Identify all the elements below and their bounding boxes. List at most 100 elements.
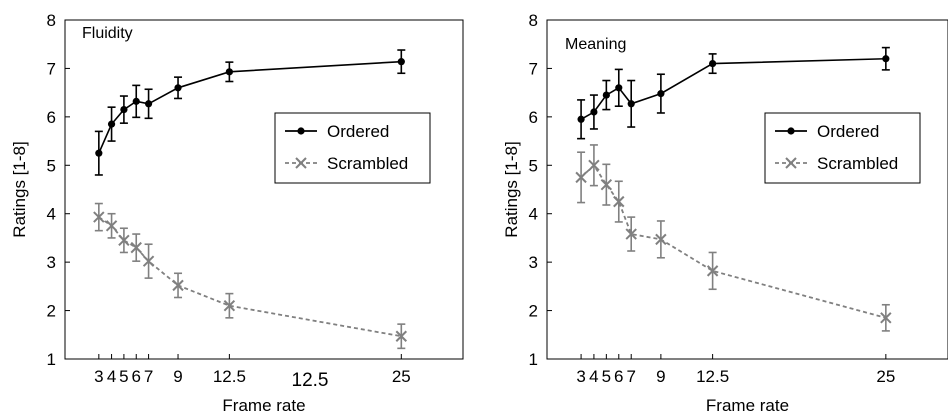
x-marker-stroke <box>395 330 408 342</box>
legend-label: Ordered <box>817 122 879 141</box>
legend-label: Scrambled <box>327 154 408 173</box>
x-tick-label: 5 <box>602 367 611 386</box>
data-point <box>600 178 613 191</box>
x-tick-label: 12.5 <box>696 367 729 386</box>
series-line <box>98 216 402 338</box>
data-point <box>615 84 623 92</box>
legend-marker <box>297 127 305 135</box>
x-marker-stroke <box>142 255 155 267</box>
data-point <box>93 211 105 223</box>
data-point <box>590 108 598 116</box>
x-axis-label: Frame rate <box>706 396 789 415</box>
data-point <box>395 330 408 342</box>
y-tick-label: 3 <box>529 253 538 272</box>
data-point <box>655 233 667 246</box>
legend-marker <box>785 157 797 169</box>
x-marker-stroke <box>600 178 613 191</box>
x-marker-stroke <box>118 234 130 247</box>
x-tick-label: 12.5 <box>213 367 246 386</box>
y-tick-label: 1 <box>529 350 538 369</box>
data-point <box>657 90 665 98</box>
x-tick-label: 7 <box>626 367 635 386</box>
data-point <box>627 100 635 108</box>
y-tick-label: 4 <box>47 205 56 224</box>
legend: Ordered Scrambled <box>764 112 921 184</box>
x-tick-label: 6 <box>132 367 141 386</box>
x-tick-label: 3 <box>576 367 585 386</box>
x-tick-label: 4 <box>589 367 598 386</box>
x-marker-stroke <box>130 241 142 254</box>
data-point <box>172 279 184 292</box>
y-tick-label: 3 <box>47 253 56 272</box>
legend-marker <box>787 127 795 135</box>
x-marker-stroke <box>105 220 118 232</box>
y-tick-label: 2 <box>529 302 538 321</box>
data-point <box>95 149 103 157</box>
data-point <box>174 84 182 92</box>
chart-title: Meaning <box>565 36 626 53</box>
chart-title: Fluidity <box>82 25 133 42</box>
x-marker-stroke <box>706 265 719 277</box>
y-tick-label: 4 <box>529 205 538 224</box>
y-axis-label: Ratings [1-8] <box>10 141 29 237</box>
x-tick-label: 7 <box>144 367 153 386</box>
series-scrambled <box>93 202 408 350</box>
y-tick-label: 6 <box>47 108 56 127</box>
data-point <box>132 97 140 105</box>
plot-frame <box>546 19 948 360</box>
x-extra-label: 12.5 <box>292 370 329 391</box>
legend-entry-scrambled: Scrambled <box>775 154 898 173</box>
data-point <box>706 265 719 277</box>
data-point <box>107 120 116 128</box>
x-tick-label: 6 <box>614 367 623 386</box>
legend: Ordered Scrambled <box>274 112 431 184</box>
data-point <box>577 115 585 123</box>
data-point <box>130 241 142 254</box>
x-tick-label: 5 <box>119 367 128 386</box>
x-axis-label: Frame rate <box>222 396 305 415</box>
plot-frame <box>64 19 464 360</box>
x-marker-stroke <box>785 157 797 169</box>
data-point <box>142 255 155 267</box>
y-tick-label: 1 <box>47 350 56 369</box>
legend-marker <box>295 157 307 169</box>
x-tick-label: 25 <box>876 367 895 386</box>
legend-entry-scrambled: Scrambled <box>285 154 408 173</box>
data-point <box>120 105 128 114</box>
legend-entry-ordered: Ordered <box>285 122 389 141</box>
y-tick-label: 7 <box>47 59 56 78</box>
y-tick-label: 8 <box>529 11 538 30</box>
y-tick-label: 8 <box>47 11 56 30</box>
data-point <box>105 220 118 232</box>
legend-entry-ordered: Ordered <box>775 122 879 141</box>
data-point <box>882 55 890 63</box>
series-ordered <box>577 46 890 140</box>
data-point <box>880 312 892 324</box>
x-marker-stroke <box>575 171 587 184</box>
x-tick-label: 4 <box>107 367 116 386</box>
x-tick-label: 3 <box>94 367 103 386</box>
y-tick-label: 6 <box>529 108 538 127</box>
legend-label: Ordered <box>327 122 389 141</box>
data-point <box>225 68 233 76</box>
data-point <box>144 100 153 108</box>
legend-box <box>274 112 431 184</box>
data-point <box>223 300 236 312</box>
y-axis-label: Ratings [1-8] <box>502 141 521 237</box>
x-marker-stroke <box>613 195 625 208</box>
legend-box <box>764 112 921 184</box>
x-tick-label: 25 <box>392 367 411 386</box>
data-point <box>118 234 130 247</box>
data-point <box>613 195 625 208</box>
data-point <box>397 58 405 66</box>
data-point <box>575 171 587 184</box>
x-marker-stroke <box>880 312 892 324</box>
x-tick-label: 9 <box>656 367 665 386</box>
x-marker-stroke <box>295 157 307 169</box>
x-tick-label: 9 <box>173 367 182 386</box>
x-marker-stroke <box>655 233 667 246</box>
series-line <box>580 57 886 120</box>
